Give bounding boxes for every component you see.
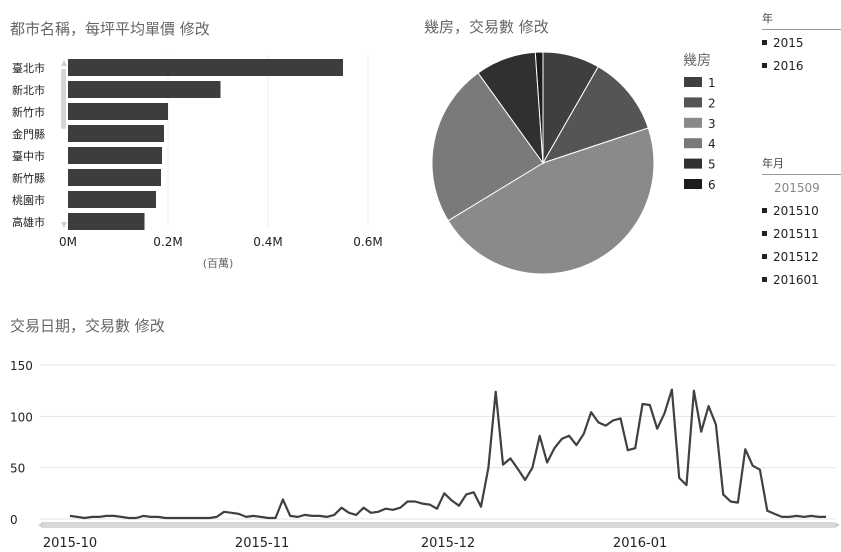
pie-legend-label: 5 xyxy=(708,158,716,172)
line-y-tick-label: 100 xyxy=(10,410,33,424)
pie-legend-label: 3 xyxy=(708,117,716,131)
month-slicer-item-label: 201512 xyxy=(773,250,819,264)
bar xyxy=(68,125,164,142)
month-slicer-item[interactable]: 201510 xyxy=(762,200,841,223)
line-series xyxy=(69,388,826,520)
pie-slice xyxy=(431,72,544,222)
bar-scrollbar-thumb[interactable] xyxy=(61,69,66,129)
year-slicer-item[interactable]: 2015 xyxy=(762,32,841,55)
month-slicer-item-label: 201601 xyxy=(773,273,819,287)
year-slicer-item-label: 2015 xyxy=(773,36,804,50)
month-slicer-item[interactable]: 201601 xyxy=(762,269,841,292)
bar xyxy=(68,59,343,76)
year-slicer-header: 年 xyxy=(762,10,841,30)
pie-chart[interactable]: 幾房 1 2 3 4 5 6 xyxy=(420,40,750,285)
scroll-down-icon[interactable] xyxy=(61,222,67,228)
line-x-tick-label: 2015-11 xyxy=(235,536,289,551)
year-slicer-item-label: 2016 xyxy=(773,59,804,73)
line-y-tick-label: 50 xyxy=(10,462,25,476)
pie-legend-label: 4 xyxy=(708,137,716,151)
pie-legend-swatch xyxy=(684,97,702,108)
selected-square-icon xyxy=(762,254,767,259)
bar xyxy=(68,103,168,120)
line-x-tick-label: 2015-10 xyxy=(43,536,97,551)
month-slicer-item[interactable]: 201512 xyxy=(762,246,841,269)
bar xyxy=(68,81,221,98)
scroll-right-icon[interactable] xyxy=(835,522,840,528)
selected-square-icon xyxy=(762,231,767,236)
month-slicer-item-label: 201511 xyxy=(773,227,819,241)
bar-category-label: 新竹市 xyxy=(12,105,45,119)
month-slicer-item-label: 201510 xyxy=(773,204,819,218)
month-slicer-item[interactable]: 201511 xyxy=(762,223,841,246)
pie-legend-label: 1 xyxy=(708,76,716,90)
pie-legend-swatch xyxy=(684,158,702,169)
bar-x-axis-label: (百萬) xyxy=(203,257,234,270)
pie-legend-swatch xyxy=(684,138,702,149)
month-slicer: 年月 201509 201510 201511 201512 201601 xyxy=(762,155,841,292)
selected-square-icon xyxy=(762,63,767,68)
scroll-up-icon[interactable] xyxy=(61,60,67,66)
month-slicer-item-label: 201509 xyxy=(774,181,820,195)
pie-legend-swatch xyxy=(684,77,702,87)
bar-chart-title: 都市名稱，每坪平均單價 修改 xyxy=(10,20,210,38)
bar-x-tick-label: 0.2M xyxy=(153,235,182,249)
year-slicer: 年 2015 2016 xyxy=(762,10,841,78)
line-chart[interactable]: 0 50 100 150 2015-10 2015-11 2015-12 2016-01 xyxy=(0,345,841,552)
bar-category-label: 高雄市 xyxy=(12,215,45,229)
pie-legend-swatch xyxy=(684,179,702,189)
pie-legend-title: 幾房 xyxy=(683,53,711,69)
selected-square-icon xyxy=(762,208,767,213)
pie-chart-title: 幾房，交易數 修改 xyxy=(424,18,549,36)
bar xyxy=(68,191,156,208)
pie-slice xyxy=(534,51,544,164)
bar-category-label: 桃園市 xyxy=(12,193,45,207)
line-x-tick-label: 2016-01 xyxy=(613,536,667,551)
bar-x-tick-label: 0.4M xyxy=(253,235,282,249)
bar-x-tick-label: 0.6M xyxy=(353,235,382,249)
line-x-scrollbar[interactable] xyxy=(40,522,836,528)
bar xyxy=(68,147,162,164)
line-x-tick-label: 2015-12 xyxy=(421,536,475,551)
pie-legend-label: 6 xyxy=(708,178,716,192)
bar-x-tick-label: 0M xyxy=(59,235,77,249)
line-chart-title: 交易日期，交易數 修改 xyxy=(10,317,165,335)
bar-category-label: 新竹縣 xyxy=(12,171,45,185)
bar-category-label: 新北市 xyxy=(12,83,45,97)
year-slicer-item[interactable]: 2016 xyxy=(762,55,841,78)
scroll-left-icon[interactable] xyxy=(38,522,43,528)
bar-category-label: 臺北市 xyxy=(12,61,45,75)
pie-slice xyxy=(541,66,649,164)
pie-slice xyxy=(447,127,655,275)
bar xyxy=(68,213,145,230)
pie-legend-label: 2 xyxy=(708,96,716,110)
line-y-tick-label: 150 xyxy=(10,359,33,373)
month-slicer-header: 年月 xyxy=(762,155,841,175)
line-y-tick-label: 0 xyxy=(10,513,18,527)
bar xyxy=(68,169,161,186)
selected-square-icon xyxy=(762,277,767,282)
month-slicer-item[interactable]: 201509 xyxy=(762,177,841,200)
bar-category-label: 臺中市 xyxy=(12,149,45,163)
selected-square-icon xyxy=(762,40,767,45)
bar-category-label: 金門縣 xyxy=(12,127,45,141)
pie-legend-swatch xyxy=(684,117,702,128)
